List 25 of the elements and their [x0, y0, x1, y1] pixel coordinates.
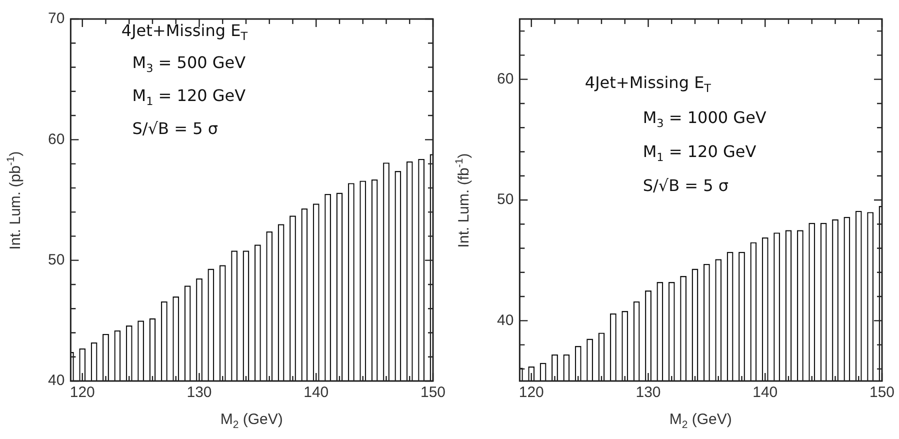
x-axis-title: M$_{2}$ (GeV) [220, 411, 283, 431]
x-tick-label: 150 [420, 384, 446, 402]
y-tick-label: 50 [48, 251, 65, 268]
x-axis-title: M$_{2}$ (GeV) [669, 411, 732, 431]
annotation: M$_{1}$ = 120 GeV [642, 142, 756, 164]
y-tick-label: 60 [496, 70, 514, 88]
x-tick-label: 130 [186, 384, 212, 402]
y-tick-label: 40 [48, 372, 65, 390]
x-tick-label: 140 [304, 384, 329, 402]
x-tick-label: 130 [636, 384, 661, 402]
annotation: M$_{3}$ = 1000 GeV [642, 108, 766, 130]
annotation: 4Jet+Missing E$_{T}$ [584, 73, 712, 96]
y-tick-label: 50 [496, 191, 514, 208]
x-tick-label: 120 [70, 384, 95, 402]
annotation: M$_{1}$ = 120 GeV [132, 86, 246, 108]
x-tick-label: 140 [752, 384, 778, 402]
x-tick-label: 120 [518, 384, 544, 402]
y-tick-label: 70 [48, 10, 65, 28]
annotation: S/√B = 5 σ [132, 118, 218, 138]
annotation: S/√B = 5 σ [642, 176, 729, 196]
annotation: 4Jet+Missing E$_{T}$ [121, 20, 248, 43]
annotation: M$_{3}$ = 500 GeV [132, 53, 246, 76]
x-tick-label: 150 [869, 384, 895, 402]
y-tick-label: 40 [496, 312, 514, 329]
y-tick-label: 60 [48, 130, 65, 148]
